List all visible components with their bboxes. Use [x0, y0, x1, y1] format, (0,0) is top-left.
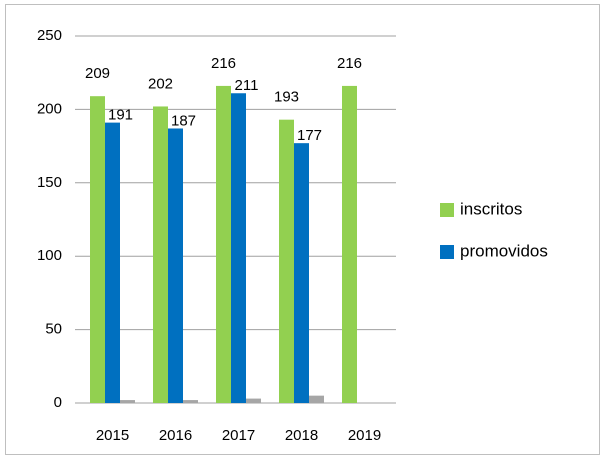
data-label: 187 [171, 112, 196, 129]
x-tick-label: 2015 [96, 427, 129, 444]
bar [153, 106, 168, 404]
bar [120, 400, 135, 403]
x-tick-label: 2019 [348, 427, 381, 444]
data-label: 209 [85, 65, 110, 82]
legend-label: promovidos [460, 241, 548, 260]
bar [105, 122, 120, 403]
y-tick-label: 50 [45, 321, 62, 338]
y-tick-label: 250 [37, 27, 62, 44]
bar [309, 395, 324, 403]
bar [216, 85, 231, 404]
y-tick-label: 100 [37, 247, 62, 264]
bar [246, 398, 261, 403]
bar [183, 400, 198, 403]
x-tick-label: 2018 [285, 427, 318, 444]
data-label: 193 [274, 89, 299, 106]
legend-swatch [440, 245, 454, 259]
legend-swatch [440, 203, 454, 217]
y-tick-label: 0 [54, 394, 62, 411]
x-tick-label: 2016 [159, 427, 192, 444]
y-tick-label: 200 [37, 100, 62, 117]
data-label: 191 [108, 107, 133, 124]
bar [90, 96, 105, 404]
bar [279, 119, 294, 404]
bar [231, 93, 246, 403]
data-label: 202 [148, 75, 173, 92]
data-label: 216 [337, 55, 362, 72]
legend-label: inscritos [460, 199, 522, 218]
bar [294, 143, 309, 403]
data-label: 216 [211, 55, 236, 72]
chart-border [5, 4, 600, 455]
y-tick-label: 150 [37, 174, 62, 191]
data-label: 211 [235, 77, 259, 94]
bar [168, 128, 183, 403]
data-label: 177 [297, 127, 322, 144]
bar [342, 85, 357, 404]
x-tick-label: 2017 [222, 427, 255, 444]
